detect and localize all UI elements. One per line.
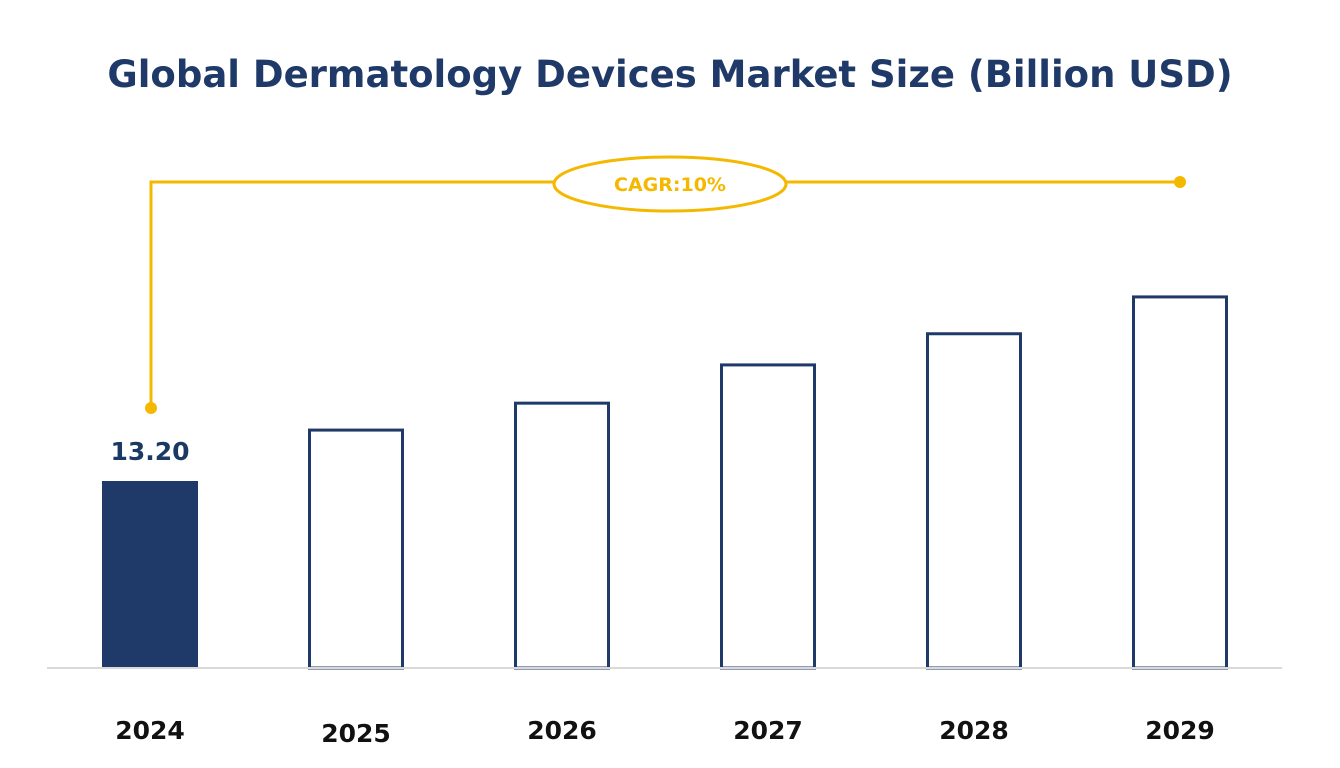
cagr-label: CAGR:10% <box>614 174 726 196</box>
bar-2029 <box>1132 295 1228 670</box>
x-tick-2025: 2025 <box>321 719 391 748</box>
x-tick-2024: 2024 <box>115 716 185 745</box>
bar-2026 <box>514 401 610 670</box>
cagr-end-dot <box>1174 176 1186 188</box>
bars: 13.20 <box>102 295 1228 670</box>
cagr-ellipse <box>552 155 788 213</box>
cagr-start-dot <box>145 402 157 414</box>
cagr-annotation: CAGR:10% <box>145 155 1186 414</box>
bar-2025 <box>308 428 404 670</box>
x-tick-2028: 2028 <box>939 716 1009 745</box>
bar-2028 <box>926 332 1022 670</box>
bar-2027 <box>720 363 816 670</box>
x-tick-2027: 2027 <box>733 716 803 745</box>
x-tick-2029: 2029 <box>1145 716 1215 745</box>
data-label-2024: 13.20 <box>110 437 189 466</box>
x-tick-2026: 2026 <box>527 716 597 745</box>
cagr-line-left <box>149 180 555 408</box>
bar-2024 <box>102 481 198 668</box>
x-axis-ticks: 2024 2025 2026 2027 2028 2029 <box>115 716 1215 748</box>
chart-title: Global Dermatology Devices Market Size (… <box>107 53 1232 96</box>
